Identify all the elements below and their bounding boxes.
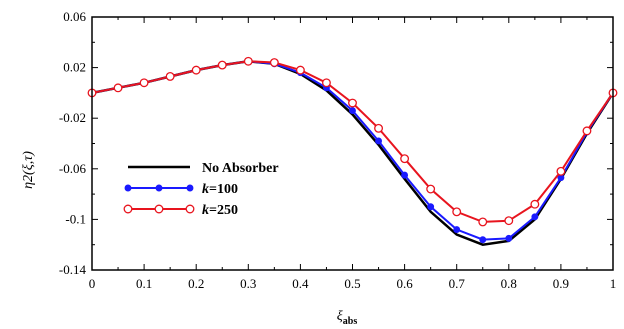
data-point bbox=[401, 171, 409, 179]
data-point bbox=[113, 83, 123, 93]
legend: No Absorber k=100 k=250 bbox=[123, 161, 279, 218]
x-tick-label: 0.8 bbox=[501, 276, 517, 291]
data-point bbox=[139, 78, 149, 88]
series-line bbox=[91, 60, 614, 241]
x-tick-label: 0.6 bbox=[396, 276, 413, 291]
y-tick-label: -0.06 bbox=[59, 161, 87, 176]
y-tick-label: 0.06 bbox=[63, 9, 86, 24]
legend-item-no-absorber: No Absorber bbox=[128, 161, 279, 176]
data-point bbox=[165, 72, 175, 81]
x-tick-label: 0.4 bbox=[292, 276, 309, 291]
legend-label: No Absorber bbox=[202, 161, 279, 176]
x-tick-label: 1 bbox=[610, 276, 617, 291]
data-point bbox=[556, 166, 566, 176]
data-point bbox=[505, 234, 513, 242]
x-tick-label: 0.5 bbox=[344, 276, 360, 291]
legend-marker bbox=[124, 184, 132, 192]
legend-item-k-100: k=100 bbox=[124, 182, 238, 197]
y-tick-label: -0.14 bbox=[59, 262, 87, 277]
x-tick-label: 0.7 bbox=[449, 276, 466, 291]
x-tick-label: 0.9 bbox=[553, 276, 569, 291]
data-point bbox=[453, 226, 461, 233]
x-axis-label: ξabs bbox=[337, 309, 358, 327]
data-point bbox=[531, 213, 539, 221]
data-point bbox=[217, 60, 227, 70]
series-layer bbox=[87, 56, 618, 246]
data-point bbox=[479, 236, 487, 244]
x-tick-label: 0.1 bbox=[136, 276, 152, 291]
x-axis-label-main: ξ bbox=[337, 309, 343, 324]
data-point bbox=[295, 65, 305, 75]
data-point bbox=[530, 199, 540, 209]
data-point bbox=[348, 98, 357, 108]
data-point bbox=[504, 216, 514, 226]
x-tick-label: 0 bbox=[89, 276, 96, 291]
data-point bbox=[426, 184, 436, 194]
legend-label: k=100 bbox=[202, 182, 238, 197]
data-point bbox=[478, 217, 488, 227]
y-tick-label: -0.1 bbox=[65, 211, 86, 226]
y-axis-label: η2(ξ,τ) bbox=[21, 151, 36, 189]
x-tick-label: 0.2 bbox=[188, 276, 204, 291]
y-tick-label: -0.02 bbox=[59, 110, 86, 125]
data-point bbox=[427, 203, 435, 211]
series-line bbox=[91, 60, 614, 223]
plot-frame bbox=[91, 16, 614, 271]
legend-marker bbox=[186, 184, 194, 192]
series-k-100 bbox=[88, 57, 617, 244]
series-k-250 bbox=[87, 56, 618, 227]
legend-label: k=250 bbox=[202, 203, 238, 218]
data-point bbox=[243, 56, 253, 66]
x-tick-label: 0.3 bbox=[240, 276, 256, 291]
data-point bbox=[322, 78, 331, 88]
x-axis-ticks: 0 0.1 0.2 0.3 0.4 0.5 0.6 0.7 0.8 0.9 1 bbox=[89, 17, 617, 291]
data-point bbox=[452, 207, 462, 217]
data-point bbox=[375, 137, 382, 145]
data-point bbox=[400, 154, 410, 164]
legend-item-k-250: k=250 bbox=[123, 203, 238, 218]
y-tick-label: 0.02 bbox=[63, 60, 86, 75]
legend-marker bbox=[123, 204, 133, 214]
legend-marker bbox=[154, 204, 164, 214]
x-axis-label-subscript: abs bbox=[343, 316, 358, 327]
data-point bbox=[374, 123, 383, 133]
data-point bbox=[269, 58, 279, 67]
legend-marker bbox=[185, 204, 195, 214]
y-axis-ticks: 0.06 0.02 -0.02 -0.06 -0.1 -0.14 bbox=[59, 9, 613, 277]
legend-marker bbox=[155, 184, 163, 192]
data-point bbox=[582, 126, 592, 136]
data-point bbox=[191, 65, 201, 75]
data-point bbox=[349, 107, 356, 115]
